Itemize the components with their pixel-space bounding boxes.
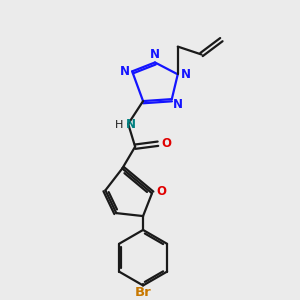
- Text: O: O: [162, 137, 172, 150]
- Text: H: H: [115, 120, 124, 130]
- Text: N: N: [150, 48, 160, 61]
- Text: N: N: [173, 98, 183, 111]
- Text: N: N: [181, 68, 191, 81]
- Text: N: N: [120, 65, 130, 78]
- Text: Br: Br: [135, 286, 152, 299]
- Text: N: N: [126, 118, 136, 131]
- Text: O: O: [156, 185, 166, 198]
